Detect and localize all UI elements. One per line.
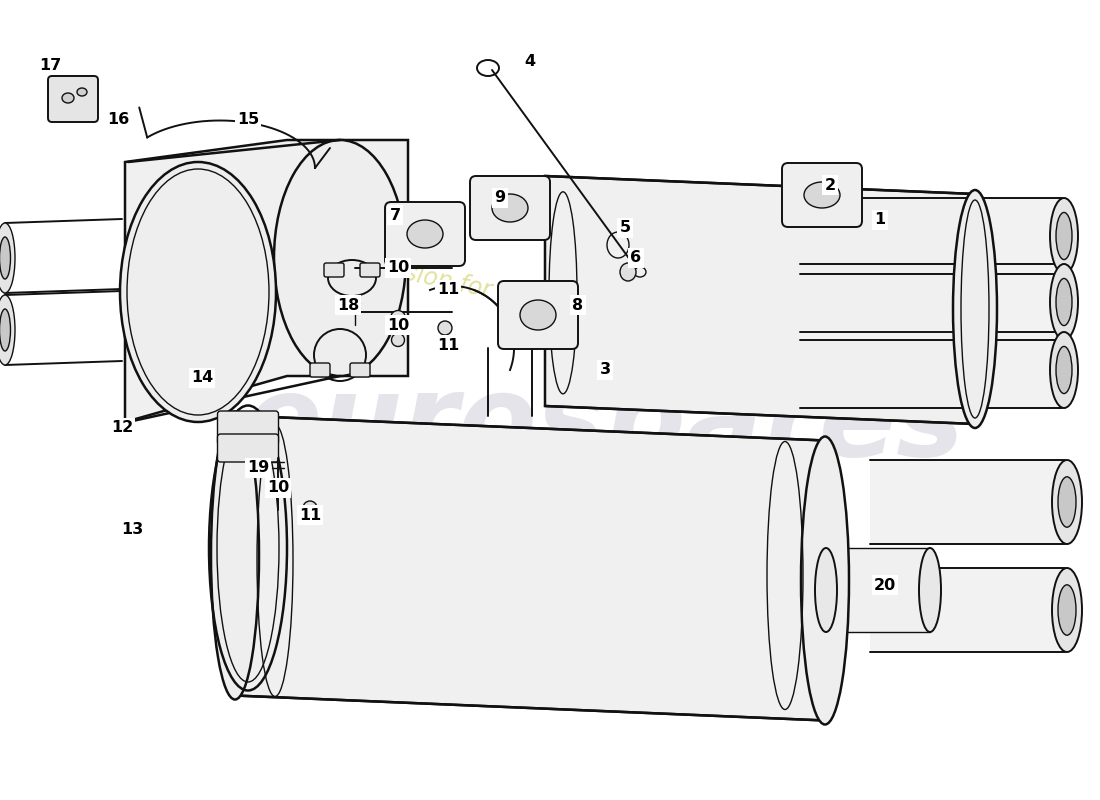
Text: 8: 8	[572, 298, 584, 313]
Text: 20: 20	[873, 578, 896, 593]
FancyBboxPatch shape	[218, 434, 278, 462]
Text: 9: 9	[494, 190, 506, 206]
Text: 3: 3	[600, 362, 610, 378]
Ellipse shape	[77, 88, 87, 96]
Ellipse shape	[1052, 568, 1082, 652]
Ellipse shape	[1050, 198, 1078, 274]
Polygon shape	[800, 332, 1064, 408]
Text: 2: 2	[824, 178, 836, 193]
Ellipse shape	[211, 411, 258, 699]
Text: 10: 10	[267, 481, 289, 495]
Ellipse shape	[274, 140, 406, 376]
Ellipse shape	[302, 501, 317, 515]
Ellipse shape	[407, 220, 443, 248]
FancyBboxPatch shape	[360, 263, 379, 277]
Ellipse shape	[62, 93, 74, 103]
FancyBboxPatch shape	[324, 263, 344, 277]
Polygon shape	[870, 568, 1067, 652]
Polygon shape	[125, 140, 408, 422]
Ellipse shape	[0, 309, 11, 351]
Ellipse shape	[0, 223, 15, 293]
FancyBboxPatch shape	[385, 202, 465, 266]
Text: 1: 1	[874, 213, 886, 227]
Polygon shape	[826, 548, 930, 632]
Text: 4: 4	[525, 54, 536, 70]
Text: 11: 11	[437, 282, 459, 298]
Ellipse shape	[801, 437, 849, 725]
Ellipse shape	[953, 190, 997, 428]
FancyBboxPatch shape	[310, 363, 330, 377]
Text: 19: 19	[246, 461, 270, 475]
FancyBboxPatch shape	[48, 76, 98, 122]
Ellipse shape	[120, 162, 276, 422]
Ellipse shape	[1056, 278, 1072, 326]
FancyBboxPatch shape	[782, 163, 862, 227]
Text: 10: 10	[387, 318, 409, 333]
Ellipse shape	[438, 321, 452, 335]
Ellipse shape	[1058, 477, 1076, 527]
Ellipse shape	[392, 334, 405, 346]
Polygon shape	[235, 415, 825, 721]
Text: 13: 13	[121, 522, 143, 538]
Ellipse shape	[1056, 213, 1072, 259]
Text: eurospares: eurospares	[245, 369, 965, 479]
Polygon shape	[870, 460, 1067, 544]
Text: 11: 11	[299, 507, 321, 522]
Ellipse shape	[0, 237, 11, 279]
FancyBboxPatch shape	[498, 281, 578, 349]
Text: 11: 11	[437, 338, 459, 353]
Ellipse shape	[492, 194, 528, 222]
Ellipse shape	[620, 263, 636, 281]
Text: 5: 5	[619, 221, 630, 235]
Ellipse shape	[1052, 460, 1082, 544]
Ellipse shape	[815, 548, 837, 632]
Text: 10: 10	[387, 261, 409, 275]
Ellipse shape	[1056, 346, 1072, 394]
Ellipse shape	[804, 182, 840, 208]
Polygon shape	[800, 198, 1064, 274]
Polygon shape	[800, 264, 1064, 340]
Ellipse shape	[439, 342, 451, 354]
Text: 17: 17	[39, 58, 62, 73]
Ellipse shape	[1050, 332, 1078, 408]
FancyBboxPatch shape	[218, 411, 278, 445]
Ellipse shape	[1050, 264, 1078, 340]
Text: 16: 16	[107, 113, 129, 127]
Text: 18: 18	[337, 298, 359, 313]
Ellipse shape	[0, 295, 15, 365]
Text: a passion for parts since 1985: a passion for parts since 1985	[340, 247, 694, 345]
Text: 14: 14	[191, 370, 213, 386]
Text: 12: 12	[111, 421, 133, 435]
Ellipse shape	[390, 310, 406, 326]
FancyBboxPatch shape	[470, 176, 550, 240]
Ellipse shape	[270, 480, 286, 496]
Text: 7: 7	[389, 207, 400, 222]
Ellipse shape	[1058, 585, 1076, 635]
Text: 15: 15	[236, 113, 260, 127]
FancyBboxPatch shape	[350, 363, 370, 377]
Ellipse shape	[918, 548, 940, 632]
Polygon shape	[544, 176, 975, 424]
Text: 6: 6	[630, 250, 641, 266]
Ellipse shape	[520, 300, 556, 330]
